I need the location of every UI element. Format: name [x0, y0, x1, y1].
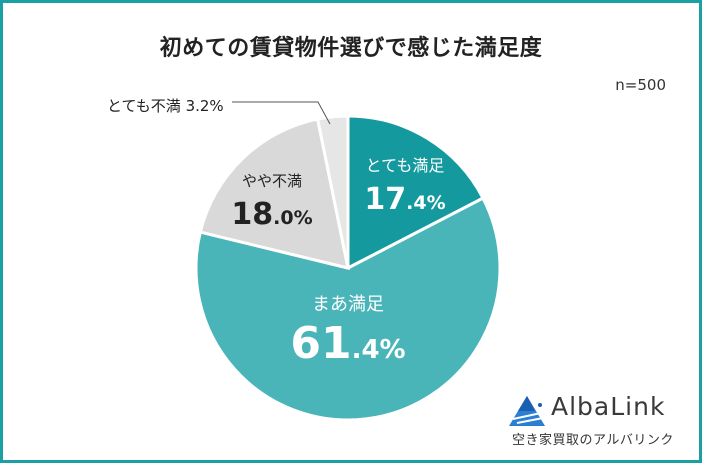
sample-size-label: n=500	[615, 76, 666, 94]
slice-somewhat-dissatisfied	[198, 117, 350, 271]
logo-mountain-icon	[509, 396, 545, 426]
slice-label-somewhat-dissatisfied: やや不満 18.0%	[231, 172, 313, 232]
albalink-logo: AlbaLink 空き家買取のアルバリンク	[505, 392, 680, 452]
callout-label-very-dissatisfied: とても不満 3.2%	[107, 97, 224, 115]
slice-somewhat-satisfied	[194, 196, 502, 422]
callout-line	[232, 101, 331, 125]
chart-title: 初めての賃貸物件選びで感じた満足度	[159, 36, 543, 61]
slice-label-very-satisfied: とても満足 17.4%	[364, 156, 446, 217]
slice-very-dissatisfied	[315, 114, 350, 269]
slice-label-somewhat-satisfied: まあ満足 61.4%	[290, 294, 406, 369]
slice-very-satisfied	[346, 114, 486, 271]
logo-tagline: 空き家買取のアルバリンク	[512, 433, 674, 448]
logo-brand-text: AlbaLink	[551, 392, 666, 421]
